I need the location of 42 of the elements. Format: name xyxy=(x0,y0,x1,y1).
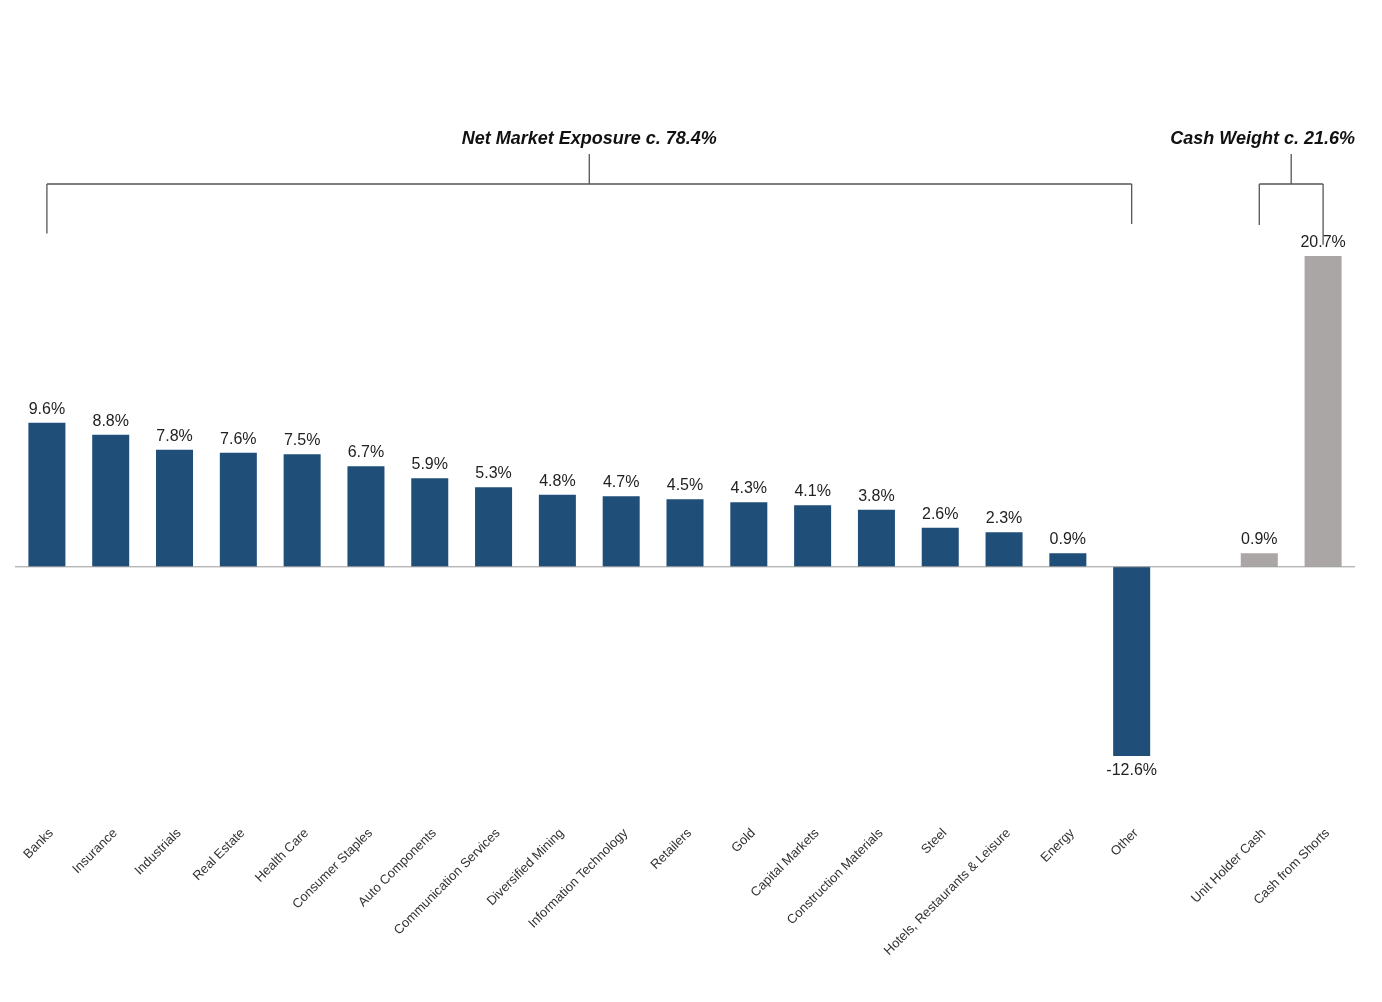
data-label: 5.9% xyxy=(411,455,448,473)
data-label: 4.8% xyxy=(539,471,576,489)
data-label: 2.6% xyxy=(922,504,959,522)
bar xyxy=(1049,553,1087,567)
data-label: 7.6% xyxy=(220,429,257,447)
bar xyxy=(1113,566,1151,756)
data-label: 5.3% xyxy=(475,464,512,482)
data-label: 8.8% xyxy=(92,411,129,429)
bar xyxy=(411,478,449,567)
data-label: 3.8% xyxy=(858,486,895,504)
bar xyxy=(794,505,832,567)
data-label: 6.7% xyxy=(347,443,385,461)
data-label: 7.8% xyxy=(156,426,193,444)
bar xyxy=(666,499,704,567)
bar xyxy=(602,496,640,567)
data-label: -12.6% xyxy=(1106,761,1158,778)
data-label: 0.9% xyxy=(1241,530,1278,548)
bar xyxy=(347,466,385,567)
bar xyxy=(730,502,768,567)
data-label: 20.7% xyxy=(1300,233,1346,250)
bar xyxy=(28,422,66,567)
data-label: 9.6% xyxy=(28,399,66,417)
data-label: 2.3% xyxy=(985,509,1023,527)
data-label: 7.5% xyxy=(283,431,321,449)
bar xyxy=(985,532,1023,567)
bar xyxy=(1304,256,1342,567)
bar xyxy=(219,452,257,567)
data-label: 4.5% xyxy=(666,476,704,494)
bar xyxy=(1240,553,1278,567)
text: Cash Weight c. 21.6% xyxy=(1170,128,1355,148)
data-label: 4.7% xyxy=(602,473,640,491)
data-label: 4.3% xyxy=(730,479,768,497)
bar xyxy=(156,449,194,567)
bar xyxy=(857,509,895,567)
bar xyxy=(92,434,130,567)
bar xyxy=(921,527,959,567)
data-label: 0.9% xyxy=(1049,530,1087,548)
bar xyxy=(538,494,576,567)
bar xyxy=(475,487,513,567)
bar xyxy=(283,454,321,567)
text: Net Market Exposure c. 78.4% xyxy=(461,128,717,148)
data-label: 4.1% xyxy=(794,482,831,500)
